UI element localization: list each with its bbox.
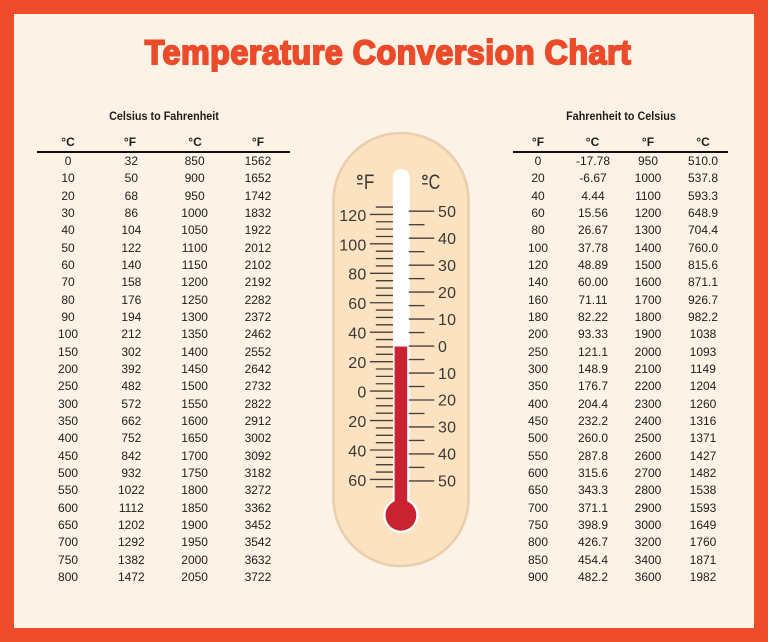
svg-text:F: F (364, 170, 375, 194)
svg-text:20: 20 (348, 355, 366, 372)
svg-text:100: 100 (339, 237, 366, 254)
svg-text:30: 30 (438, 258, 456, 275)
svg-text:0: 0 (357, 385, 366, 402)
svg-text:30: 30 (438, 420, 456, 437)
svg-text:10: 10 (438, 366, 456, 383)
svg-text:50: 50 (438, 204, 456, 221)
svg-text:80: 80 (348, 267, 366, 284)
svg-text:60: 60 (348, 296, 366, 313)
svg-text:10: 10 (438, 312, 456, 329)
svg-text:0: 0 (438, 339, 447, 356)
svg-text:40: 40 (348, 326, 366, 343)
svg-text:20: 20 (438, 285, 456, 302)
svg-text:20: 20 (438, 393, 456, 410)
svg-text:20: 20 (348, 414, 366, 431)
svg-text:40: 40 (348, 443, 366, 460)
svg-text:50: 50 (438, 474, 456, 491)
svg-text:C: C (429, 171, 441, 195)
svg-text:120: 120 (339, 208, 366, 225)
svg-text:60: 60 (348, 473, 366, 490)
svg-text:40: 40 (438, 447, 456, 464)
svg-text:40: 40 (438, 231, 456, 248)
